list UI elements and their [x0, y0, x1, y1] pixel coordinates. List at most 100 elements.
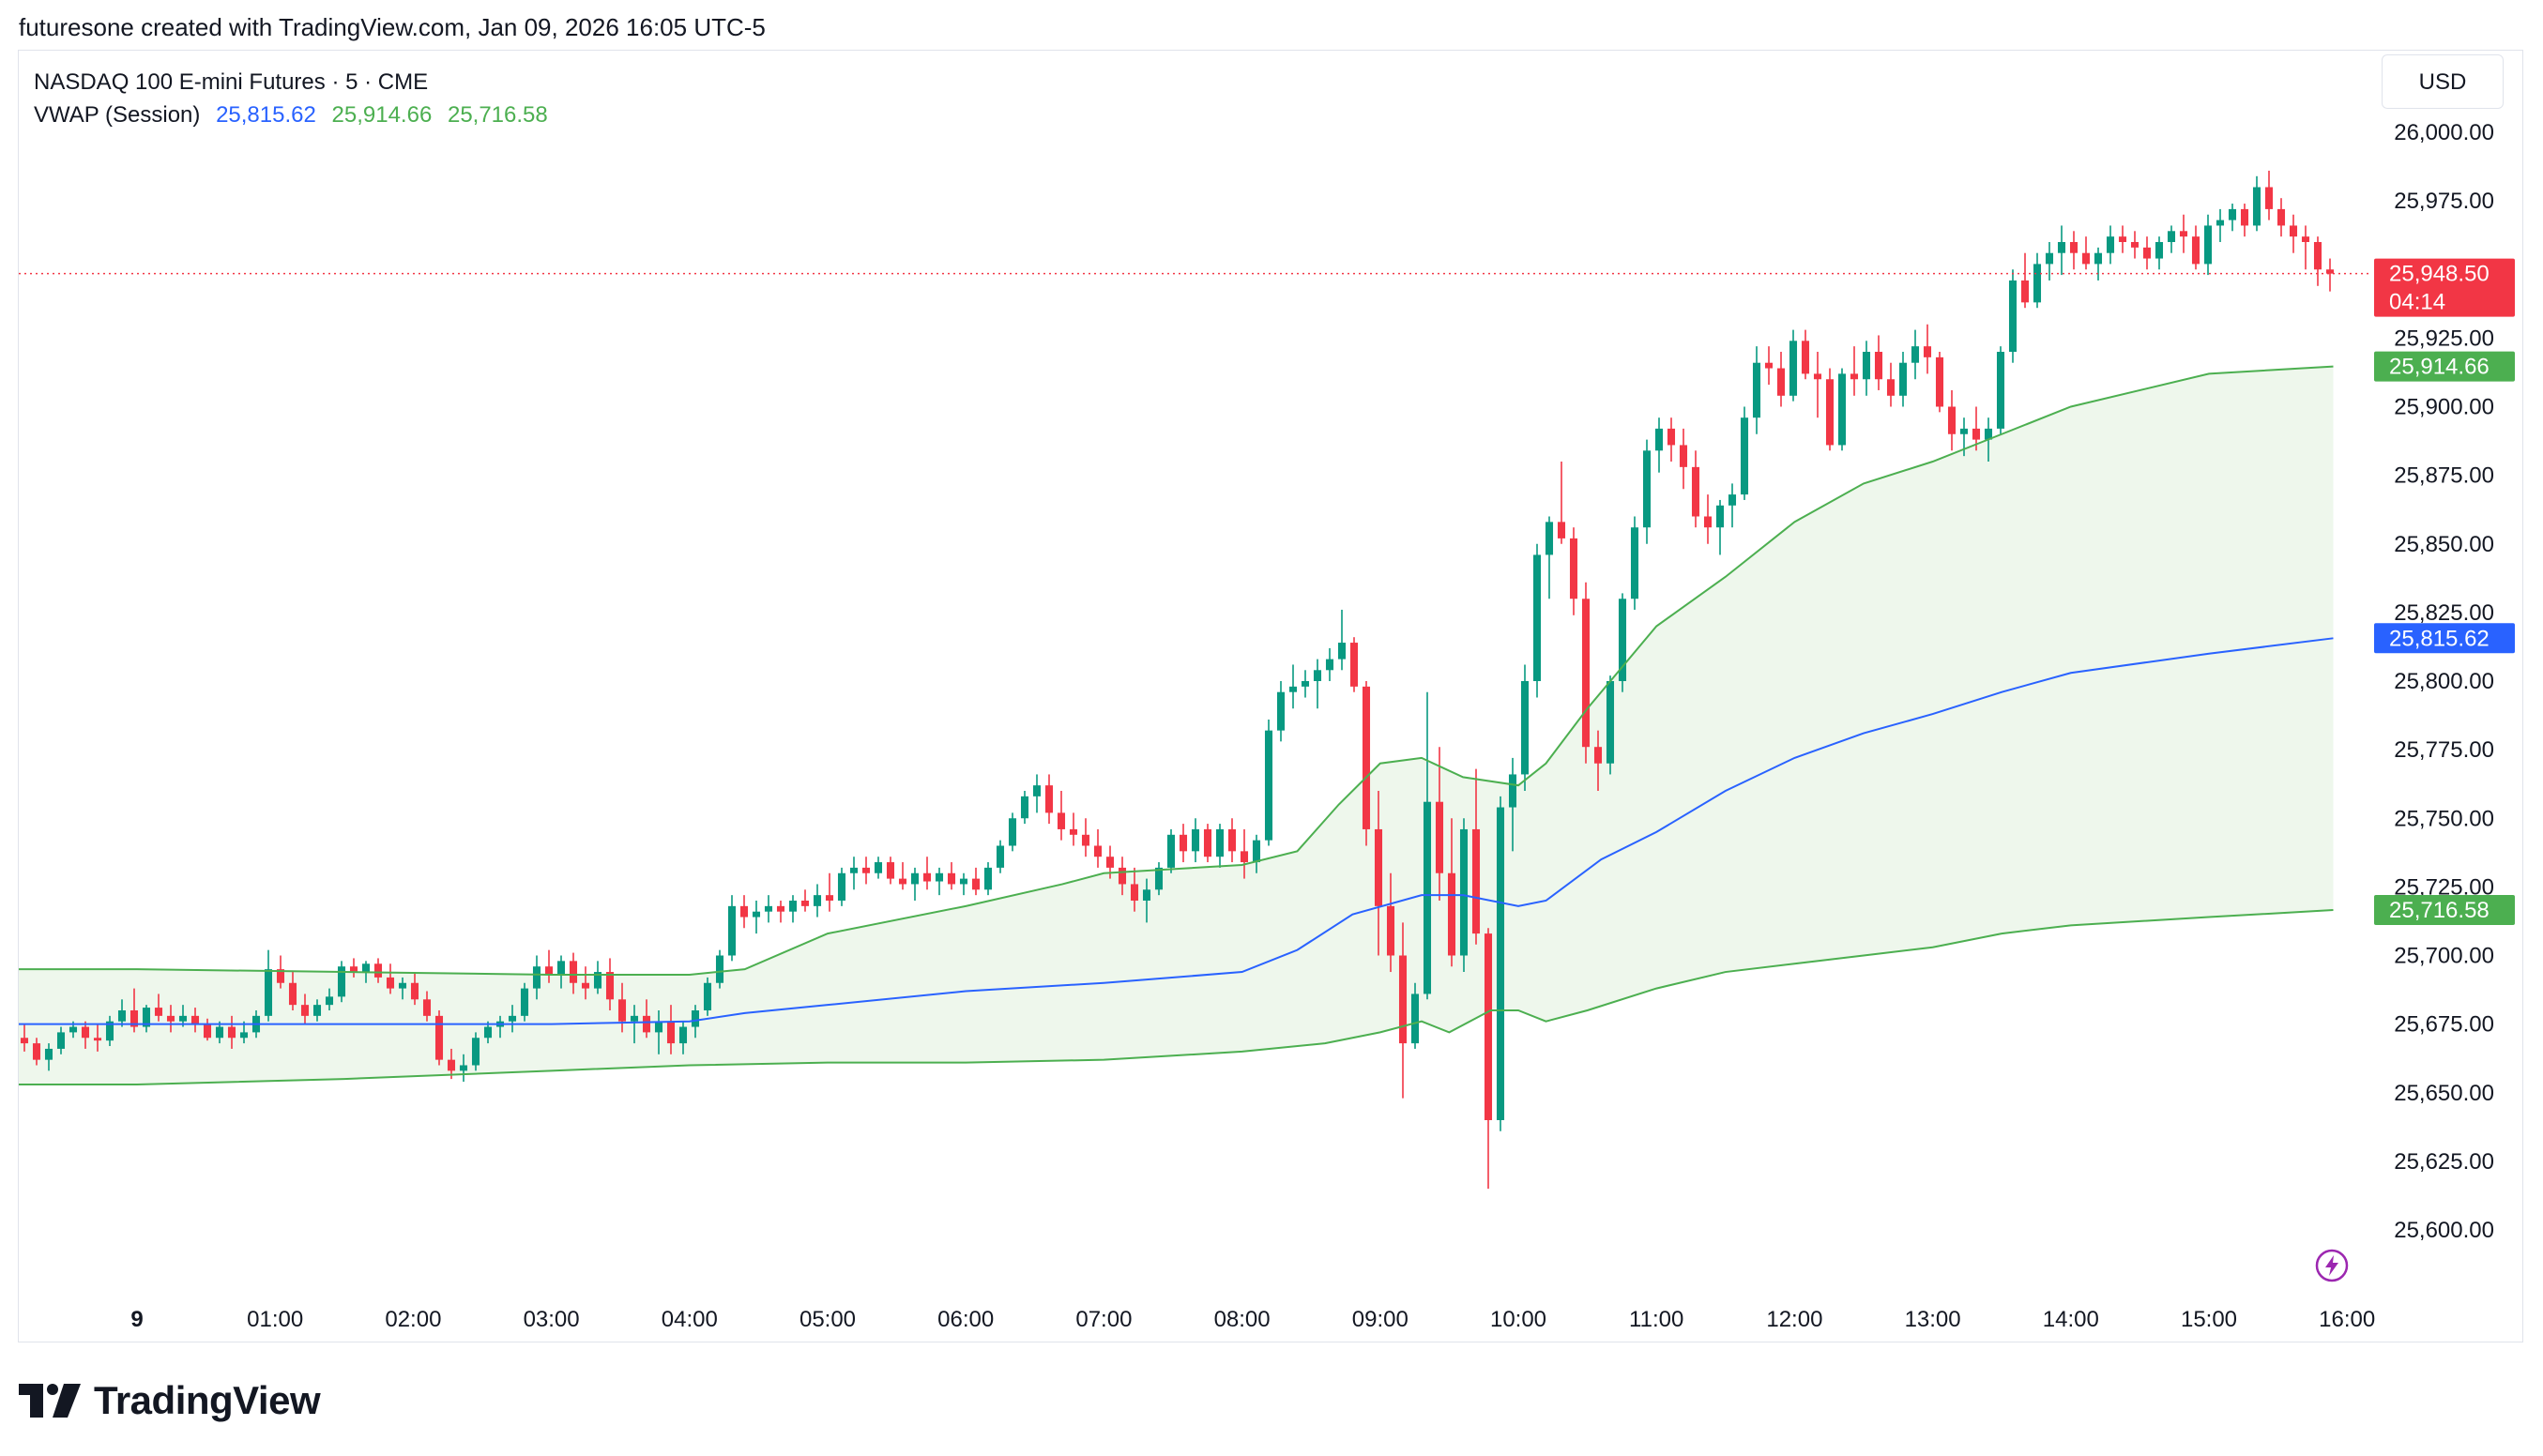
candle [1142, 878, 1151, 923]
candle-body [142, 1008, 151, 1027]
candle [2033, 252, 2042, 309]
tradingview-logo[interactable]: TradingView [19, 1377, 321, 1424]
chart-frame[interactable] [18, 50, 2523, 1342]
candle-body [996, 845, 1005, 868]
candle [2069, 231, 2079, 270]
candle [2081, 236, 2091, 270]
candle [190, 1008, 200, 1033]
candle-body [1825, 379, 1835, 446]
candle [1008, 812, 1017, 852]
candle [959, 872, 968, 896]
candle [1508, 757, 1517, 852]
candle [1679, 428, 1688, 490]
candle-body [654, 1021, 663, 1033]
candle-body [227, 1026, 236, 1039]
candle-body [1130, 884, 1139, 901]
candle-body [1471, 828, 1481, 934]
candle [898, 862, 907, 890]
candle-body [886, 862, 895, 879]
candle-body [471, 1038, 480, 1066]
candle-body [288, 982, 297, 1006]
candle-body [2240, 208, 2249, 226]
candle-body [947, 872, 956, 885]
vwap-band-layer [19, 366, 2334, 1084]
candle [44, 1043, 53, 1071]
candle-body [1947, 406, 1957, 434]
candle [459, 1054, 468, 1083]
candle [666, 1005, 676, 1054]
candle [1813, 352, 1822, 418]
x-axis-tick-label: 12:00 [1766, 1307, 1822, 1332]
candle [1618, 593, 1627, 692]
vwap-tag-bg [2374, 623, 2515, 654]
candle-body [1959, 428, 1969, 434]
candle-body [1227, 828, 1237, 852]
x-axis-tick-label: 08:00 [1214, 1307, 1271, 1332]
candle [508, 1005, 517, 1033]
candle-body [959, 878, 968, 885]
vwap-line [19, 637, 2334, 1025]
candle-body [1679, 445, 1688, 467]
candle [2203, 214, 2213, 276]
lightning-icon[interactable] [2314, 1248, 2350, 1283]
candle-body [1044, 785, 1054, 813]
candle-body [678, 1026, 688, 1044]
candle [300, 993, 310, 1024]
candle-body [1325, 659, 1334, 671]
indicator-name[interactable]: VWAP (Session) [34, 102, 201, 128]
candle-body [532, 966, 541, 989]
candle [422, 991, 432, 1022]
candle [1801, 329, 1810, 380]
candle [93, 1024, 102, 1052]
candle [1044, 774, 1054, 825]
candle [32, 1038, 41, 1066]
candle [1471, 768, 1481, 945]
candle [2142, 236, 2152, 270]
candle-body [1667, 428, 1676, 446]
candle [2277, 198, 2286, 237]
candle-body [2167, 231, 2176, 242]
candle [2313, 236, 2322, 286]
last-price-tag: 25,948.50 [2389, 262, 2490, 287]
candle-body [312, 1005, 322, 1016]
candle-body [264, 969, 273, 1016]
candle [154, 993, 163, 1022]
candle-body [1752, 362, 1761, 418]
candle-body [1654, 428, 1664, 451]
candle-body [2045, 252, 2054, 265]
countdown-label: 04:14 [2389, 290, 2445, 315]
candle-body [971, 878, 981, 890]
candle-body [910, 872, 920, 885]
candle-body [166, 1015, 175, 1022]
candle [1032, 774, 1042, 813]
candle-body [105, 1021, 114, 1041]
candle [605, 958, 615, 1010]
y-axis-tick-label: 25,825.00 [2394, 600, 2494, 626]
candle [715, 949, 724, 989]
symbol-title[interactable]: NASDAQ 100 E-mini Futures · 5 · CME [34, 69, 429, 95]
candle-body [1776, 368, 1786, 396]
candle-body [1435, 801, 1444, 873]
x-axis-tick-label: 09:00 [1352, 1307, 1409, 1332]
candle [1996, 346, 2005, 434]
candle [2008, 269, 2018, 363]
candle-body [178, 1015, 188, 1022]
candle-body [349, 966, 358, 973]
candle-body [2020, 280, 2030, 303]
candle-body [1996, 352, 2005, 429]
candle-body [2081, 252, 2091, 265]
candle-body [1008, 818, 1017, 846]
candle-body [2094, 252, 2103, 265]
candle-body [520, 988, 529, 1016]
candle-body [1337, 643, 1347, 660]
candle-body [764, 905, 773, 912]
candle [569, 952, 578, 994]
candle-body [2313, 242, 2322, 270]
currency-button[interactable]: USD [2382, 54, 2504, 109]
candle-body [203, 1024, 212, 1039]
candle-body [2118, 236, 2127, 242]
candle-body [2033, 264, 2042, 303]
candle [1752, 346, 1761, 434]
candle [1545, 516, 1554, 599]
